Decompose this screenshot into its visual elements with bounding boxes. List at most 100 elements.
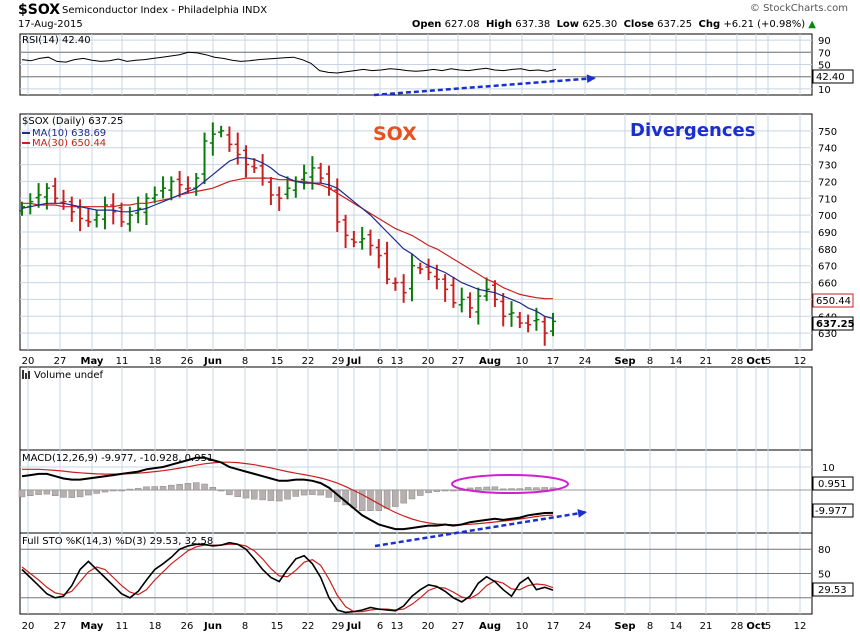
price-title: $SOX (Daily) 637.25 bbox=[22, 116, 123, 127]
high-value: 637.38 bbox=[515, 19, 551, 30]
x-tick-label: 18 bbox=[149, 621, 162, 632]
rsi-tick: 50 bbox=[818, 61, 831, 72]
x-tick-label: 11 bbox=[116, 621, 129, 632]
macd-histogram-bar bbox=[375, 489, 383, 511]
macd-histogram-bar bbox=[217, 489, 225, 492]
macd-histogram-bar bbox=[60, 489, 67, 498]
macd-histogram-bar bbox=[516, 488, 524, 491]
x-tick-label: May bbox=[81, 621, 104, 632]
price-tick: 740 bbox=[818, 144, 837, 155]
sto-d-line bbox=[21, 543, 554, 613]
rsi-divergence-arrow bbox=[373, 76, 597, 97]
price-tick: 670 bbox=[818, 262, 837, 273]
x-tick-label: 24 bbox=[579, 356, 592, 367]
x-tick-label: 12 bbox=[794, 621, 807, 632]
macd-histogram-bar bbox=[226, 489, 233, 496]
macd-histogram-bar bbox=[392, 489, 399, 507]
sto-k-line bbox=[21, 541, 554, 614]
macd-histogram-bar bbox=[441, 489, 449, 492]
sto-tick: 50 bbox=[818, 570, 831, 581]
volume-title: Volume undef bbox=[34, 370, 104, 381]
quote-summary: Open 627.08 High 637.38 Low 625.30 Close… bbox=[412, 19, 816, 30]
macd-histogram-bar bbox=[184, 483, 192, 491]
macd-histogram-bar bbox=[134, 488, 142, 491]
x-tick-label: 28 bbox=[731, 621, 744, 632]
rsi-divergence-arrow-head bbox=[586, 74, 596, 84]
macd-histogram-bar bbox=[93, 489, 100, 494]
sto-value-tag-text: 29.53 bbox=[818, 585, 847, 596]
x-tick-label: 26 bbox=[181, 621, 194, 632]
macd-histogram-bar bbox=[425, 489, 432, 494]
x-tick-label: 12 bbox=[794, 356, 807, 367]
macd-histogram-bar bbox=[433, 489, 441, 492]
x-tick-label: 21 bbox=[700, 621, 713, 632]
x-tick-label: 15 bbox=[271, 356, 284, 367]
x-tick-label: 17 bbox=[547, 621, 560, 632]
macd-histogram-bar bbox=[201, 483, 208, 491]
chg-value: +6.21 (+0.98%) bbox=[723, 19, 806, 30]
panel-vol bbox=[19, 366, 813, 451]
macd-histogram-bar bbox=[524, 487, 532, 491]
macd-histogram-bar bbox=[358, 489, 366, 511]
macd-histogram-bar bbox=[101, 489, 109, 493]
rsi-value-tag-text: 42.40 bbox=[816, 72, 845, 83]
ma10-legend: MA(10) 638.69 bbox=[32, 128, 106, 139]
macd-histogram-bar bbox=[491, 486, 499, 491]
x-tick-label: 27 bbox=[54, 621, 67, 632]
chart-header: $SOX Semiconductor Index - Philadelphia … bbox=[0, 0, 860, 34]
x-tick-label: 27 bbox=[54, 356, 67, 367]
x-tick-label: 27 bbox=[452, 356, 465, 367]
x-tick-label: 24 bbox=[579, 621, 592, 632]
x-tick-label: Jul bbox=[346, 621, 361, 632]
macd-histogram-bar bbox=[192, 482, 200, 491]
macd-histogram-bar bbox=[541, 487, 548, 491]
rsi-value-tag bbox=[812, 69, 854, 84]
macd-histogram-bar bbox=[325, 489, 333, 498]
x-tick-label: 15 bbox=[271, 621, 284, 632]
macd-histogram-bar bbox=[475, 487, 482, 491]
x-tick-label: 13 bbox=[391, 356, 404, 367]
macd-histogram-bar bbox=[350, 489, 358, 509]
price-tick: 680 bbox=[818, 245, 837, 256]
macd-hist-tag bbox=[812, 476, 854, 491]
panel-macd bbox=[19, 449, 813, 534]
close-value: 637.25 bbox=[657, 19, 693, 30]
macd-line bbox=[21, 456, 554, 531]
macd-histogram-bar bbox=[317, 489, 324, 496]
price-tick: 630 bbox=[818, 329, 837, 340]
macd-value-tag-text: -9.977 bbox=[815, 506, 847, 517]
macd-histogram-bar bbox=[159, 486, 167, 491]
macd-histogram-bar bbox=[499, 488, 507, 491]
sto-value-tag bbox=[812, 582, 854, 597]
macd-histogram-bar bbox=[118, 489, 125, 492]
rsi-tick: 10 bbox=[818, 85, 831, 96]
x-tick-label: 8 bbox=[242, 621, 248, 632]
volume-legend-bar-1 bbox=[22, 370, 24, 379]
x-tick-label: Jun bbox=[203, 356, 222, 367]
macd-value-tag bbox=[812, 503, 854, 518]
x-tick-label: Sep bbox=[614, 356, 635, 367]
price-tick: 720 bbox=[818, 177, 837, 188]
chart-date: 17-Aug-2015 bbox=[18, 19, 83, 30]
price-tick: 730 bbox=[818, 161, 837, 172]
x-tick-label: Oct bbox=[746, 356, 765, 367]
x-tick-label: 8 bbox=[242, 356, 248, 367]
macd-histogram-bar bbox=[342, 489, 349, 506]
high-label: High bbox=[485, 19, 513, 30]
ma30-legend: MA(30) 650.44 bbox=[32, 138, 106, 149]
x-tick-label: 10 bbox=[516, 356, 529, 367]
macd-histogram-bar bbox=[292, 489, 300, 497]
macd-histogram-bar bbox=[533, 487, 540, 491]
macd-histogram-bar bbox=[417, 489, 424, 496]
macd-histogram-bar bbox=[85, 489, 92, 496]
sto-tick: 80 bbox=[818, 545, 831, 556]
macd-histogram-bar bbox=[27, 489, 34, 496]
ma30-value-tag-text: 650.44 bbox=[816, 296, 851, 307]
open-label: Open bbox=[411, 19, 442, 30]
up-arrow-icon: ▲ bbox=[808, 19, 816, 30]
macd-histogram-bar bbox=[275, 489, 283, 502]
histogram-ellipse-annotation bbox=[451, 474, 569, 494]
low-value: 625.30 bbox=[582, 19, 618, 30]
